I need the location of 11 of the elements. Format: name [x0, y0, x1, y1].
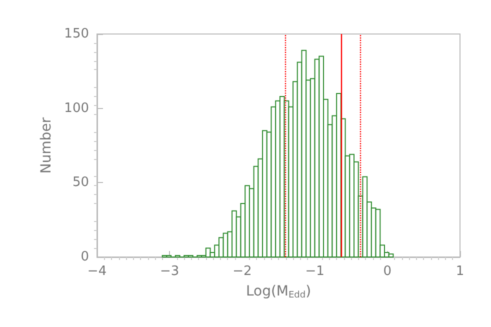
x-tick-label: −4: [87, 264, 107, 279]
x-tick-label: −3: [160, 264, 180, 279]
y-axis-title: Number: [38, 117, 54, 174]
y-tick-label: 0: [80, 250, 89, 264]
x-tick-label: 0: [383, 264, 392, 279]
x-tick-label: −1: [305, 264, 324, 279]
x-tick-label: −2: [232, 264, 252, 279]
x-tick-label: 1: [456, 264, 464, 279]
y-tick-label: 150: [64, 26, 89, 42]
y-tick-label: 50: [72, 175, 89, 190]
y-tick-label: 100: [64, 100, 89, 116]
